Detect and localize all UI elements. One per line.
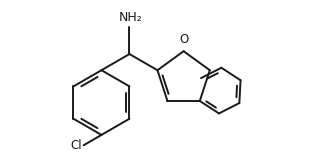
Text: O: O [180, 33, 189, 46]
Text: Cl: Cl [70, 139, 82, 152]
Text: NH₂: NH₂ [119, 11, 143, 24]
